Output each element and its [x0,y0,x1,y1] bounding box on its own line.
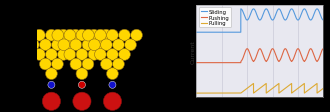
Circle shape [131,30,143,42]
Sliding [248,16,252,18]
Circle shape [51,59,63,70]
Pulling [311,86,315,87]
Circle shape [52,30,64,42]
Pulling [255,90,259,92]
Pushing [317,57,321,58]
Circle shape [73,92,91,110]
Line: Pushing: Pushing [196,49,323,63]
Circle shape [101,40,112,51]
Circle shape [51,40,63,51]
Circle shape [94,49,106,61]
Circle shape [33,49,45,61]
Circle shape [88,40,100,51]
Circle shape [57,30,69,42]
Circle shape [40,59,51,70]
Circle shape [100,30,112,42]
Sliding [321,20,325,22]
Circle shape [82,59,94,70]
Legend: Sliding, Pushing, Pulling: Sliding, Pushing, Pulling [199,8,231,28]
Circle shape [76,68,88,80]
Circle shape [58,40,70,51]
Circle shape [76,30,88,42]
Circle shape [33,30,45,42]
Circle shape [46,49,57,61]
Sliding [311,16,315,18]
Circle shape [94,40,106,51]
Pushing [311,53,315,54]
Sliding [255,15,259,16]
Circle shape [42,92,60,110]
Circle shape [64,40,75,51]
Pulling [287,85,291,87]
Line: Sliding: Sliding [196,10,323,33]
Circle shape [27,40,39,51]
Pushing [287,56,291,57]
Circle shape [103,92,121,110]
Pulling [321,88,325,89]
Sliding [287,14,291,15]
Circle shape [76,49,88,61]
Circle shape [82,30,94,42]
Circle shape [70,59,82,70]
Circle shape [107,68,118,80]
Circle shape [70,40,82,51]
Circle shape [79,82,85,89]
Pulling [317,91,321,92]
Circle shape [64,49,76,61]
Circle shape [46,68,57,80]
Circle shape [88,49,100,61]
Pushing [255,55,259,56]
Pulling [315,83,319,84]
Pulling [194,93,198,94]
Circle shape [82,40,94,51]
Circle shape [118,30,130,42]
Line: Pulling: Pulling [196,84,323,93]
Circle shape [101,59,112,70]
Pushing [194,62,198,64]
Circle shape [57,49,69,61]
Circle shape [107,49,118,61]
Circle shape [113,59,124,70]
Circle shape [107,30,118,42]
Sliding [249,14,253,15]
X-axis label: x/a: x/a [255,108,265,112]
Circle shape [70,30,82,42]
Pulling [248,86,252,87]
Pushing [321,49,325,50]
Circle shape [40,40,51,51]
Circle shape [94,30,106,42]
Circle shape [109,82,116,89]
Circle shape [48,82,55,89]
Circle shape [118,49,130,61]
Sliding [194,32,198,34]
Pushing [249,56,253,57]
Circle shape [46,30,57,42]
Circle shape [125,40,136,51]
Sliding [315,9,319,10]
Circle shape [21,30,33,42]
Pushing [248,53,252,55]
Sliding [317,13,321,14]
Y-axis label: Current: Current [191,40,196,63]
Circle shape [113,40,124,51]
Circle shape [64,30,76,42]
Pulling [249,85,253,86]
Circle shape [88,30,100,42]
